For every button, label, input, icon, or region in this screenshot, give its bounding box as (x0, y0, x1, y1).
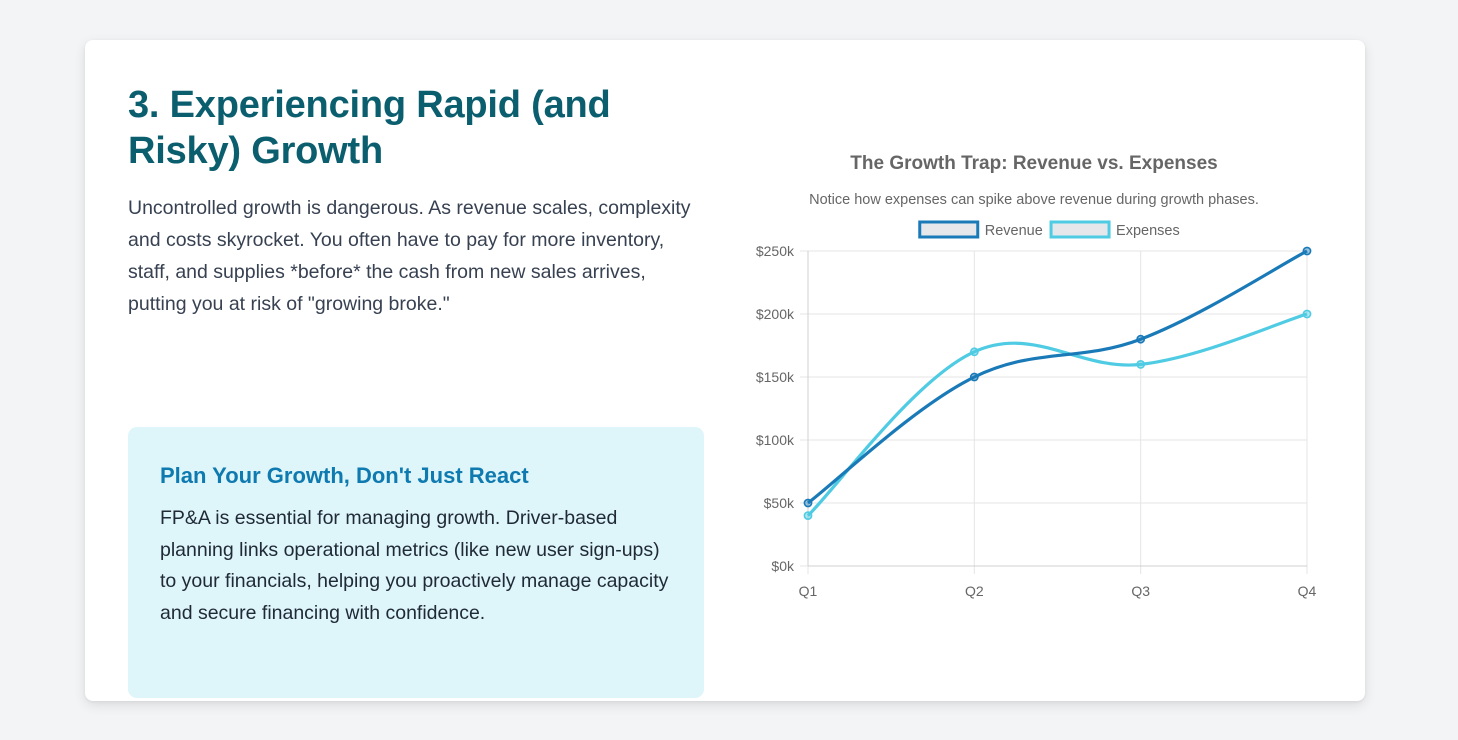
chart-title: The Growth Trap: Revenue vs. Expenses (850, 153, 1217, 174)
data-point-expenses[interactable] (803, 511, 813, 520)
callout-body: FP&A is essential for managing growth. D… (160, 507, 669, 624)
section-intro: Uncontrolled growth is dangerous. As rev… (128, 197, 691, 315)
x-tick-label: Q4 (1298, 583, 1317, 599)
data-point-expenses[interactable] (1136, 359, 1146, 369)
growth-chart: The Growth Trap: Revenue vs. Expenses No… (756, 153, 1317, 599)
legend-swatch-revenue[interactable] (918, 220, 980, 239)
chart-series (803, 246, 1312, 520)
legend-label-revenue[interactable]: Revenue (985, 223, 1043, 239)
x-tick-label: Q3 (1131, 583, 1150, 599)
y-tick-label: $200k (756, 306, 795, 322)
data-point-revenue[interactable] (803, 498, 813, 508)
section-heading: 3. Experiencing Rapid (and Risky) Growth (128, 84, 611, 172)
series-line-expenses (806, 312, 1308, 517)
chart-legend: Revenue Expenses (918, 220, 1180, 239)
data-point-revenue[interactable] (1136, 334, 1146, 344)
callout-box: Plan Your Growth, Don't Just React FP&A … (128, 427, 704, 698)
y-tick-label: $250k (756, 243, 795, 259)
content-card: 3. Experiencing Rapid (and Risky) Growth… (85, 40, 1365, 701)
data-point-revenue[interactable] (1302, 246, 1312, 256)
x-axis: Q1 Q2 Q3 Q4 (799, 583, 1317, 599)
chart-grid (800, 250, 1308, 574)
y-tick-label: $100k (756, 432, 795, 448)
chart-container: The Growth Trap: Revenue vs. Expenses No… (735, 140, 1335, 610)
data-point-expenses[interactable] (1302, 309, 1312, 319)
chart-subtitle: Notice how expenses can spike above reve… (809, 192, 1259, 208)
y-tick-label: $0k (771, 558, 795, 574)
callout-title: Plan Your Growth, Don't Just React (160, 463, 529, 488)
series-line-revenue (807, 249, 1308, 505)
y-tick-label: $50k (764, 495, 795, 511)
y-tick-label: $150k (756, 369, 795, 385)
data-point-expenses[interactable] (969, 347, 979, 357)
y-axis: $0k $50k $100k $150k $200k $250k (756, 243, 795, 574)
x-tick-label: Q2 (965, 583, 984, 599)
x-tick-label: Q1 (799, 583, 818, 599)
legend-swatch-expenses[interactable] (1049, 220, 1111, 239)
data-point-revenue[interactable] (969, 372, 979, 382)
text-column: 3. Experiencing Rapid (and Risky) Growth… (128, 82, 704, 698)
legend-label-expenses[interactable]: Expenses (1116, 223, 1180, 239)
